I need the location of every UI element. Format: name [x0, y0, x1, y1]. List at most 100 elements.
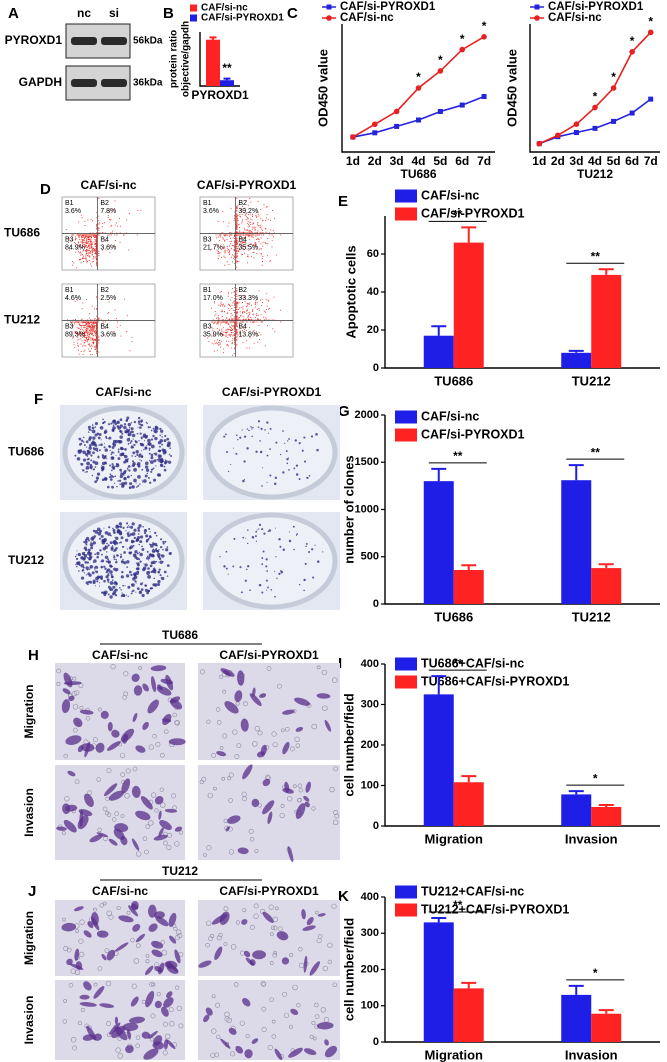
event-dot — [86, 237, 88, 239]
event-dot — [84, 337, 86, 339]
pore — [125, 768, 131, 774]
colony-dot — [163, 465, 166, 468]
pore — [115, 1047, 121, 1053]
event-dot — [78, 328, 80, 329]
event-dot — [90, 243, 92, 245]
pore — [327, 942, 333, 948]
event-dot — [242, 231, 244, 233]
pore — [211, 994, 216, 999]
pore — [164, 1033, 171, 1040]
cell — [205, 1007, 213, 1016]
event-dot — [108, 212, 110, 214]
cell — [154, 1000, 162, 1009]
legend-swatch — [190, 4, 197, 12]
event-dot — [96, 265, 98, 267]
pore — [329, 786, 335, 793]
event-dot — [260, 237, 262, 239]
event-dot — [76, 339, 78, 341]
event-dot — [216, 317, 218, 319]
pore — [215, 707, 221, 712]
cell — [62, 688, 71, 695]
colony-dot — [79, 554, 81, 556]
colony-dot — [101, 461, 106, 466]
quadrant-value: 13.8% — [238, 331, 258, 338]
colony-dot — [244, 579, 247, 582]
event-dot — [228, 252, 230, 254]
quadrant-value: 7.8% — [100, 208, 116, 215]
event-dot — [248, 224, 250, 226]
event-dot — [78, 338, 80, 340]
event-dot — [83, 334, 85, 336]
event-dot — [222, 232, 224, 234]
event-dot — [108, 234, 110, 236]
colony-dot — [103, 477, 108, 481]
event-dot — [85, 242, 87, 244]
event-dot — [236, 252, 238, 254]
event-dot — [222, 321, 224, 323]
colony-dot — [83, 444, 86, 447]
event-dot — [236, 325, 238, 327]
event-dot — [95, 253, 97, 255]
event-dot — [81, 217, 83, 219]
colony-dot — [265, 579, 268, 582]
colony-dot — [232, 447, 234, 449]
event-dot — [243, 297, 245, 299]
cell — [169, 935, 177, 944]
bar — [423, 481, 454, 604]
colony-dot — [161, 443, 164, 446]
cell — [145, 990, 155, 1008]
pore — [105, 980, 112, 987]
pore — [97, 827, 102, 833]
event-dot — [88, 237, 90, 239]
legend-label: TU212+CAF/si-PYROXD1 — [421, 902, 569, 916]
cell — [241, 919, 248, 925]
event-dot — [126, 330, 128, 332]
event-dot — [264, 228, 266, 230]
colony-dot — [85, 543, 88, 546]
y-tick-label: 40 — [367, 286, 379, 298]
event-dot — [96, 258, 98, 260]
quadrant-name: B1 — [203, 287, 212, 294]
event-dot — [82, 321, 84, 323]
colony-dot — [139, 560, 142, 563]
colony-dot — [295, 534, 298, 537]
significance: * — [630, 34, 635, 48]
colony-dot — [100, 560, 102, 563]
colony-dot — [132, 465, 135, 468]
event-dot — [96, 261, 98, 263]
event-dot — [236, 337, 238, 338]
event-dot — [81, 214, 83, 216]
event-dot — [94, 338, 96, 340]
event-dot — [88, 244, 90, 246]
colony-dot — [111, 485, 114, 489]
event-dot — [85, 328, 87, 330]
colony-dot — [144, 435, 148, 439]
colony-dot — [105, 437, 108, 440]
event-dot — [237, 334, 239, 336]
event-dot — [82, 336, 84, 338]
colony-dot — [103, 579, 106, 583]
event-dot — [85, 244, 87, 246]
quadrant-name: B3 — [203, 236, 212, 243]
event-dot — [88, 336, 90, 337]
event-dot — [236, 246, 238, 248]
colony-dot — [135, 582, 137, 584]
event-dot — [98, 318, 100, 320]
event-dot — [124, 298, 125, 300]
y-axis-label: Apoptotic cells — [343, 245, 358, 338]
event-dot — [90, 219, 92, 221]
colony-dot — [123, 474, 125, 476]
protein-label: PYROXD1 — [5, 33, 63, 47]
event-dot — [217, 220, 219, 222]
colony-dot — [298, 583, 301, 586]
colony-dot — [164, 459, 166, 461]
pore — [106, 768, 112, 774]
cell — [63, 819, 77, 833]
event-dot — [236, 235, 238, 237]
event-dot — [241, 301, 243, 303]
colony-dot — [233, 537, 236, 540]
colony-dot — [107, 593, 110, 596]
event-dot — [87, 236, 89, 238]
event-dot — [234, 257, 236, 259]
event-dot — [85, 299, 87, 300]
